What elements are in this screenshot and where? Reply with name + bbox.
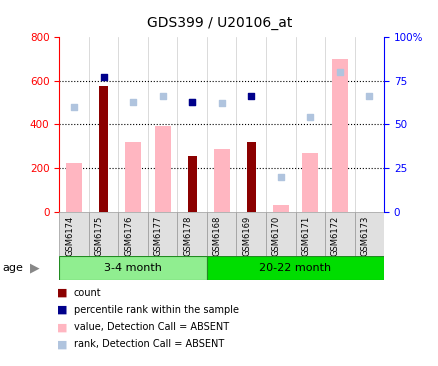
Bar (59, 212, 88, 256)
Bar (324, 212, 354, 256)
Point (100, 74, 107, 80)
Text: GSM6170: GSM6170 (271, 216, 280, 256)
Text: GSM6175: GSM6175 (94, 216, 103, 256)
Point (188, 99, 195, 105)
Bar (125, 142, 141, 212)
Point (71, 104, 78, 110)
Text: 20-22 month: 20-22 month (259, 263, 331, 273)
Bar (236, 212, 265, 256)
Point (306, 115, 313, 120)
Bar (272, 205, 288, 212)
Text: GSM6171: GSM6171 (300, 216, 310, 256)
Bar (331, 59, 347, 212)
Text: GSM6178: GSM6178 (183, 216, 192, 256)
Bar (177, 212, 206, 256)
Point (277, 174, 284, 180)
Text: age: age (2, 263, 23, 273)
Text: ▶: ▶ (30, 262, 39, 274)
Text: rank, Detection Call = ABSENT: rank, Detection Call = ABSENT (74, 339, 223, 350)
Text: GSM6169: GSM6169 (242, 216, 251, 256)
Text: GSM6173: GSM6173 (360, 216, 368, 256)
Point (247, 93, 254, 99)
Bar (154, 126, 170, 212)
Bar (301, 153, 318, 212)
Text: 3-4 month: 3-4 month (104, 263, 162, 273)
Text: ■: ■ (57, 288, 67, 298)
Text: GSM6177: GSM6177 (153, 216, 162, 256)
Bar (187, 156, 196, 212)
Point (129, 99, 136, 105)
Text: GSM6168: GSM6168 (212, 216, 221, 256)
Text: value, Detection Call = ABSENT: value, Detection Call = ABSENT (74, 322, 228, 332)
Bar (246, 142, 255, 212)
Bar (354, 212, 383, 256)
Bar (88, 212, 118, 256)
Text: ■: ■ (57, 322, 67, 332)
Bar (213, 149, 230, 212)
Text: GDS399 / U20106_at: GDS399 / U20106_at (146, 16, 292, 30)
Text: count: count (74, 288, 101, 298)
Bar (295, 212, 324, 256)
Bar (206, 256, 383, 280)
Bar (59, 256, 206, 280)
Text: GSM6174: GSM6174 (65, 216, 74, 256)
Text: percentile rank within the sample: percentile rank within the sample (74, 305, 238, 315)
Point (188, 99, 195, 105)
Bar (66, 163, 82, 212)
Text: GSM6172: GSM6172 (330, 216, 339, 256)
Bar (206, 212, 236, 256)
Bar (118, 212, 148, 256)
Text: ■: ■ (57, 339, 67, 350)
Point (159, 93, 166, 99)
Bar (148, 212, 177, 256)
Bar (99, 86, 108, 212)
Point (336, 69, 343, 75)
Text: ■: ■ (57, 305, 67, 315)
Point (218, 100, 225, 106)
Text: GSM6176: GSM6176 (124, 216, 133, 256)
Point (365, 93, 372, 99)
Bar (265, 212, 295, 256)
